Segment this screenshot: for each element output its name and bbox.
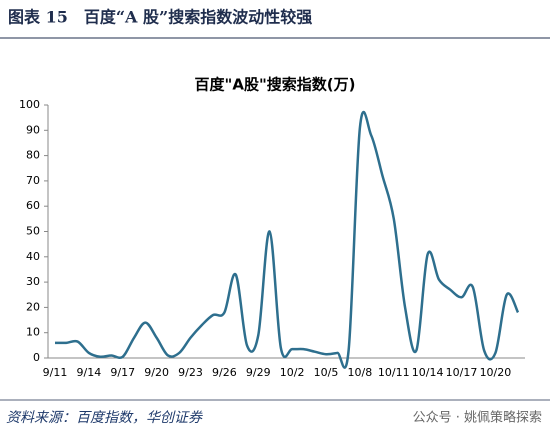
y-tick-label: 100 bbox=[19, 98, 40, 111]
x-tick-label: 10/14 bbox=[412, 366, 444, 379]
chart-title: 百度"A股"搜索指数(万) bbox=[195, 76, 356, 94]
x-tick-label: 10/8 bbox=[348, 366, 373, 379]
x-tick-label: 10/20 bbox=[480, 366, 512, 379]
x-tick-label: 10/11 bbox=[378, 366, 410, 379]
y-tick-label: 70 bbox=[26, 174, 40, 187]
y-tick-label: 50 bbox=[26, 225, 40, 238]
x-tick-label: 9/20 bbox=[144, 366, 169, 379]
x-tick-label: 10/5 bbox=[314, 366, 339, 379]
watermark: 公众号 · 姚佩策略探索 bbox=[413, 410, 542, 426]
y-tick-label: 60 bbox=[26, 199, 40, 212]
y-tick-label: 40 bbox=[26, 250, 40, 263]
x-tick-label: 10/2 bbox=[280, 366, 305, 379]
y-tick-label: 10 bbox=[26, 326, 40, 339]
x-tick-label: 10/17 bbox=[446, 366, 478, 379]
y-tick-label: 90 bbox=[26, 123, 40, 136]
source-note: 资料来源：百度指数，华创证券 bbox=[6, 410, 203, 426]
line-series bbox=[54, 110, 520, 369]
x-tick-label: 9/14 bbox=[77, 366, 102, 379]
y-tick-label: 0 bbox=[33, 351, 40, 364]
x-tick-label: 9/26 bbox=[212, 366, 237, 379]
x-tick-label: 9/11 bbox=[43, 366, 68, 379]
y-tick-label: 20 bbox=[26, 300, 40, 313]
y-tick-label: 80 bbox=[26, 149, 40, 162]
figure-title: 图表 15 百度“A 股”搜索指数波动性较强 bbox=[8, 8, 312, 27]
y-tick-label: 30 bbox=[26, 275, 40, 288]
x-tick-label: 9/23 bbox=[178, 366, 203, 379]
x-tick-label: 9/29 bbox=[246, 366, 271, 379]
x-tick-label: 9/17 bbox=[110, 366, 135, 379]
